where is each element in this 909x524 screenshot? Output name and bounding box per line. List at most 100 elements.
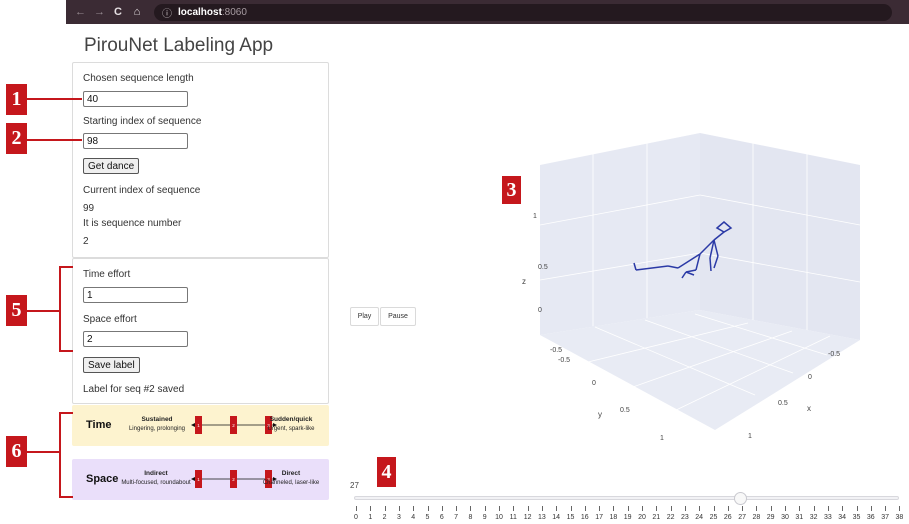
annotation-line-6 xyxy=(27,451,61,453)
sequence-length-label: Chosen sequence length xyxy=(83,73,194,84)
play-button[interactable]: Play xyxy=(350,307,379,326)
slider-tick-label[interactable]: 30 xyxy=(781,514,789,521)
slider-tick-label[interactable]: 23 xyxy=(680,514,689,521)
slider-tick-label[interactable]: 3 xyxy=(396,514,401,521)
slider-tick-label[interactable]: 9 xyxy=(482,514,487,521)
time-effort-input[interactable] xyxy=(83,287,188,303)
space-effort-input[interactable] xyxy=(83,331,188,347)
slider-tick-label[interactable]: 35 xyxy=(852,514,861,521)
space-effort-label: Space effort xyxy=(83,314,137,325)
pause-button[interactable]: Pause xyxy=(380,307,416,326)
slider-tick-label[interactable]: 38 xyxy=(895,514,904,521)
slider-tick-label[interactable]: 5 xyxy=(425,514,430,521)
home-icon[interactable]: ⌂ xyxy=(133,6,141,18)
slider-tick-label[interactable]: 0 xyxy=(354,514,358,521)
slider-tick-label[interactable]: 18 xyxy=(609,514,618,521)
slider-tick-label[interactable]: 21 xyxy=(652,514,661,521)
start-index-input[interactable] xyxy=(83,133,188,149)
slider-tick xyxy=(413,506,415,511)
back-arrow-icon[interactable]: ← xyxy=(75,6,86,18)
slider-tick-label[interactable]: 11 xyxy=(509,514,517,521)
space-scale-box-1 xyxy=(195,470,202,488)
time-right-head: Sudden/quick xyxy=(269,416,313,423)
annotation-marker-6: 6 xyxy=(6,436,27,467)
slider-tick-label[interactable]: 29 xyxy=(766,514,775,521)
reload-icon[interactable]: C xyxy=(114,6,122,18)
slider-tick-label[interactable]: 2 xyxy=(382,514,387,521)
slider-tick-label[interactable]: 27 xyxy=(738,514,746,521)
slider-tick xyxy=(384,506,386,511)
slider-tick-label[interactable]: 14 xyxy=(552,514,561,521)
time-left-desc: Lingering, prolonging xyxy=(128,426,186,432)
frame-slider-thumb[interactable] xyxy=(734,492,747,505)
slider-tick-label[interactable]: 1 xyxy=(368,514,373,521)
slider-tick xyxy=(427,506,429,511)
slider-tick xyxy=(770,506,772,511)
slider-tick-label[interactable]: 4 xyxy=(411,514,416,521)
space-right-head: Direct xyxy=(281,470,301,477)
time-legend-left: Sustained Lingering, prolonging xyxy=(122,416,192,432)
slider-tick-label[interactable]: 28 xyxy=(752,514,761,521)
slider-tick-label[interactable]: 19 xyxy=(623,514,632,521)
slider-tick-label[interactable]: 37 xyxy=(881,514,889,521)
slider-tick xyxy=(799,506,801,511)
scene-grid xyxy=(539,143,861,413)
slider-tick-label[interactable]: 22 xyxy=(666,514,675,521)
slider-tick-label[interactable]: 36 xyxy=(866,514,875,521)
x-axis-label: x xyxy=(807,404,811,413)
slider-tick xyxy=(842,506,844,511)
slider-tick-label[interactable]: 10 xyxy=(495,514,503,521)
space-left-desc: Multi-focused, roundabout xyxy=(121,480,191,486)
save-label-button[interactable]: Save label xyxy=(83,357,140,373)
slider-tick xyxy=(785,506,786,511)
pose-3d-plot[interactable]: 1 0.5 z 0 -0.5 -0.5 0 y 0.5 1 -0.5 0 0.5… xyxy=(500,130,909,480)
sequence-number-value: 2 xyxy=(83,236,89,247)
slider-tick-label[interactable]: 31 xyxy=(795,514,804,521)
site-info-icon[interactable]: ⓘ xyxy=(162,8,172,20)
slider-tick-label[interactable]: 13 xyxy=(537,514,546,521)
frame-slider-track[interactable] xyxy=(354,496,899,500)
slider-tick xyxy=(584,506,586,511)
slider-tick-label[interactable]: 16 xyxy=(580,514,589,521)
time-legend-right: Sudden/quick Urgent, spark-like xyxy=(258,416,324,432)
slider-tick xyxy=(656,506,658,511)
get-dance-button[interactable]: Get dance xyxy=(83,158,140,174)
slider-tick xyxy=(756,506,758,511)
slider-tick-label[interactable]: 20 xyxy=(638,514,646,521)
slider-tick xyxy=(556,506,558,511)
slider-tick-label[interactable]: 12 xyxy=(523,514,532,521)
slider-tick-label[interactable]: 24 xyxy=(695,514,704,521)
annotation-bracket-5-top xyxy=(59,266,73,268)
slider-tick-label[interactable]: 26 xyxy=(723,514,732,521)
slider-tick-label[interactable]: 25 xyxy=(709,514,718,521)
slider-tick-label[interactable]: 7 xyxy=(454,514,459,521)
space-left-head: Indirect xyxy=(144,470,168,477)
x-tick-0: 0 xyxy=(808,374,812,381)
annotation-line-2 xyxy=(27,139,82,141)
current-index-value: 99 xyxy=(83,203,95,214)
slider-tick-label[interactable]: 17 xyxy=(595,514,603,521)
z-tick-0: 0 xyxy=(538,307,542,314)
slider-tick xyxy=(699,506,701,511)
forward-arrow-icon[interactable]: → xyxy=(94,6,105,18)
slider-tick-label[interactable]: 32 xyxy=(809,514,818,521)
slider-tick-label[interactable]: 6 xyxy=(439,514,444,521)
start-index-label: Starting index of sequence xyxy=(83,116,202,127)
slider-tick-label[interactable]: 15 xyxy=(566,514,575,521)
sequence-length-input[interactable] xyxy=(83,91,188,107)
z-tick-neg-0-5: -0.5 xyxy=(550,347,562,354)
scene-back-wall-right xyxy=(700,133,860,340)
address-bar[interactable]: ⓘ localhost :8060 xyxy=(154,3,892,21)
current-index-label: Current index of sequence xyxy=(83,185,201,196)
space-legend-right: Direct Channeled, laser-like xyxy=(258,470,324,486)
slider-tick xyxy=(370,506,372,511)
slider-tick-label[interactable]: 8 xyxy=(468,514,473,521)
slider-tick-label[interactable]: 33 xyxy=(823,514,832,521)
y-tick-0: 0 xyxy=(592,380,596,387)
slider-tick xyxy=(527,506,529,511)
slider-tick xyxy=(642,506,643,511)
slider-tick xyxy=(670,506,672,511)
slider-tick-label[interactable]: 34 xyxy=(838,514,847,521)
slider-tick xyxy=(499,506,500,511)
space-scale-box-2 xyxy=(230,470,237,488)
